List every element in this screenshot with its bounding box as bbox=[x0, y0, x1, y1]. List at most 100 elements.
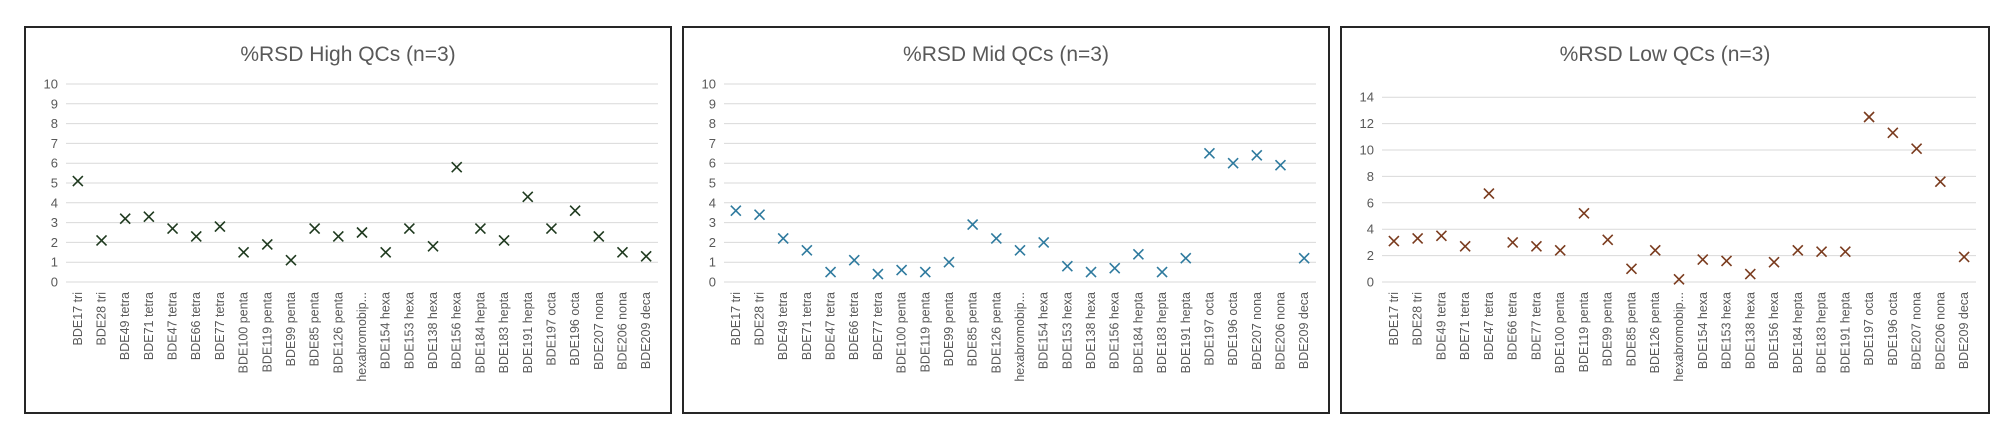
x-category-label: BDE17 tri bbox=[729, 292, 743, 346]
marker-stroke bbox=[777, 232, 789, 245]
y-tick-label: 7 bbox=[709, 136, 716, 151]
data-point-marker bbox=[119, 213, 131, 225]
x-category-label: BDE156 hexa bbox=[1108, 292, 1122, 369]
data-point-marker bbox=[1649, 244, 1661, 256]
marker-stroke bbox=[166, 222, 179, 235]
chart-panel-mid: %RSD Mid QCs (n=3) 0 1 2 3 4 5 6 7 8 9 10 BDE17 tri B… bbox=[682, 26, 1330, 414]
data-point-marker bbox=[474, 222, 486, 235]
chart-title: %RSD High QCs (n=3) bbox=[240, 43, 455, 66]
x-category-label: BDE47 tetra bbox=[166, 292, 180, 360]
x-category-label: BDE119 penta bbox=[918, 292, 932, 372]
marker-stroke bbox=[1435, 230, 1447, 242]
x-category-label: BDE47 tetra bbox=[824, 292, 838, 360]
marker-stroke bbox=[990, 232, 1002, 245]
x-category-label: BDE85 penta bbox=[1624, 292, 1638, 366]
y-tick-label: 3 bbox=[709, 215, 716, 230]
data-point-marker bbox=[1792, 244, 1804, 256]
data-point-marker bbox=[309, 222, 321, 235]
x-category-label: BDE28 tri bbox=[753, 292, 767, 346]
marker-stroke bbox=[545, 222, 558, 235]
x-category-label: BDE49 tetra bbox=[1434, 292, 1448, 360]
data-point-marker bbox=[1388, 235, 1400, 247]
y-tick-label: 10 bbox=[702, 77, 716, 92]
marker-stroke bbox=[1792, 244, 1804, 256]
marker-stroke bbox=[451, 161, 463, 173]
data-point-marker bbox=[190, 230, 202, 243]
marker-stroke bbox=[1274, 159, 1287, 171]
data-point-marker bbox=[214, 220, 226, 233]
marker-stroke bbox=[1483, 187, 1495, 200]
x-category-label: BDE156 hexa bbox=[1767, 292, 1781, 369]
y-tick-label: 8 bbox=[709, 116, 716, 131]
data-point-marker bbox=[967, 219, 979, 231]
data-point-marker bbox=[616, 246, 629, 258]
x-category-label: BDE183 hepta bbox=[1155, 292, 1169, 373]
x-category-label: BDE126 penta bbox=[331, 292, 345, 373]
data-point-marker bbox=[1251, 149, 1263, 161]
x-category-label: BDE77 tetra bbox=[1529, 292, 1543, 360]
y-tick-label: 5 bbox=[709, 176, 716, 191]
data-point-marker bbox=[522, 191, 534, 203]
x-category-label: BDE100 penta bbox=[237, 292, 251, 373]
data-point-marker bbox=[1625, 263, 1638, 275]
y-tick-label: 0 bbox=[709, 275, 716, 290]
y-tick-label: 5 bbox=[51, 176, 58, 191]
data-point-marker bbox=[1958, 251, 1970, 263]
x-category-label: BDE17 tri bbox=[1387, 292, 1401, 346]
marker-stroke bbox=[1507, 236, 1519, 248]
marker-stroke bbox=[1839, 246, 1851, 258]
x-category-label: BDE207 nona bbox=[592, 292, 606, 370]
data-point-marker bbox=[943, 256, 955, 268]
x-category-label: BDE66 tetra bbox=[189, 292, 203, 360]
x-category-label: BDE99 penta bbox=[1601, 292, 1615, 366]
y-tick-label: 12 bbox=[1360, 116, 1374, 131]
marker-stroke bbox=[1887, 127, 1899, 139]
x-category-label: BDE154 hexa bbox=[379, 292, 393, 369]
chart-title: %RSD Low QCs (n=3) bbox=[1560, 43, 1771, 66]
x-category-label: BDE196 octa bbox=[1226, 292, 1240, 366]
y-tick-label: 0 bbox=[1367, 275, 1374, 290]
marker-stroke bbox=[896, 264, 908, 276]
marker-stroke bbox=[1768, 256, 1780, 268]
x-category-label: BDE85 penta bbox=[308, 292, 322, 366]
chart-title: %RSD Mid QCs (n=3) bbox=[903, 43, 1109, 66]
marker-stroke bbox=[72, 175, 84, 187]
y-tick-label: 6 bbox=[709, 156, 716, 171]
data-point-marker bbox=[872, 268, 884, 280]
marker-stroke bbox=[332, 230, 344, 243]
marker-stroke bbox=[1697, 253, 1709, 266]
data-point-marker bbox=[1815, 246, 1828, 258]
marker-stroke bbox=[95, 234, 108, 246]
x-category-label: BDE28 tri bbox=[95, 292, 109, 346]
x-category-label: BDE126 penta bbox=[989, 292, 1003, 373]
marker-stroke bbox=[119, 213, 131, 225]
x-category-label: BDE153 hexa bbox=[1720, 292, 1734, 369]
x-category-label: BDE119 penta bbox=[260, 292, 274, 372]
y-tick-label: 14 bbox=[1360, 90, 1374, 105]
data-point-marker bbox=[1720, 255, 1733, 267]
data-point-marker bbox=[72, 175, 84, 187]
marker-stroke bbox=[380, 246, 392, 258]
data-point-marker bbox=[1132, 248, 1144, 260]
marker-stroke bbox=[943, 256, 955, 268]
y-tick-label: 10 bbox=[44, 77, 58, 92]
y-tick-label: 4 bbox=[1367, 222, 1374, 237]
data-point-marker bbox=[593, 230, 605, 243]
data-point-marker bbox=[356, 226, 368, 239]
data-point-marker bbox=[569, 205, 581, 217]
data-point-marker bbox=[1203, 147, 1216, 159]
data-point-marker bbox=[1507, 236, 1519, 248]
x-category-label: BDE99 penta bbox=[284, 292, 298, 366]
marker-stroke bbox=[1625, 263, 1638, 275]
x-category-label: BDE126 penta bbox=[1648, 292, 1662, 373]
marker-stroke bbox=[569, 205, 581, 217]
x-category-label: BDE77 tetra bbox=[871, 292, 885, 360]
y-tick-label: 8 bbox=[1367, 169, 1374, 184]
marker-stroke bbox=[640, 250, 652, 262]
data-point-marker bbox=[261, 238, 273, 250]
x-category-label: BDE49 tetra bbox=[776, 292, 790, 360]
x-category-label: BDE28 tri bbox=[1411, 292, 1425, 346]
marker-stroke bbox=[1014, 244, 1026, 256]
data-point-marker bbox=[730, 205, 742, 217]
marker-stroke bbox=[1180, 252, 1192, 264]
